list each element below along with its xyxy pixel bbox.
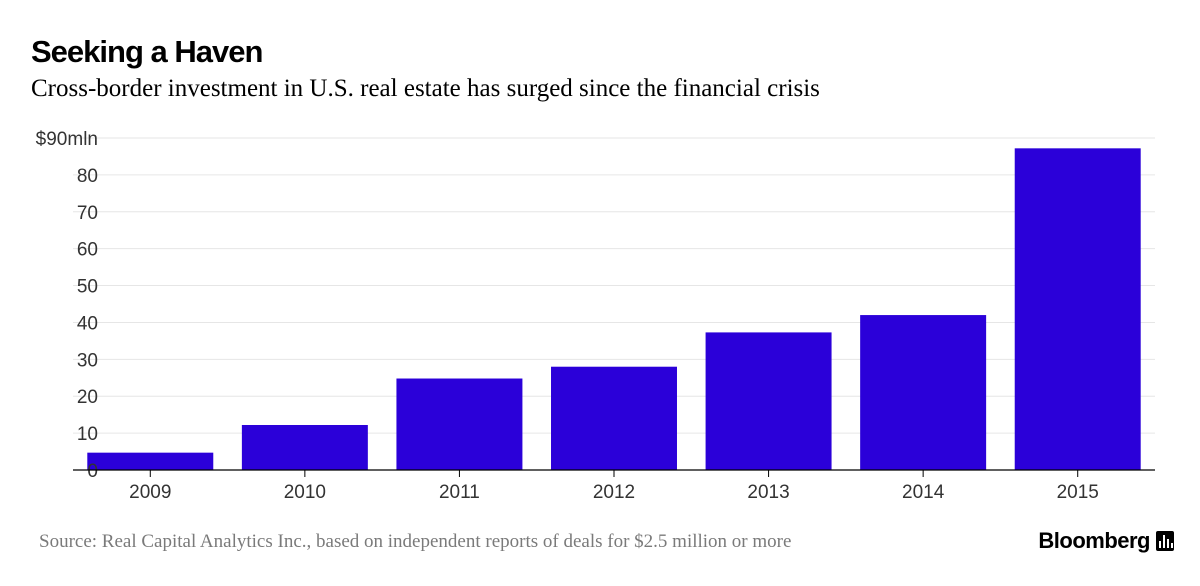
y-tick-label: 10 <box>77 424 98 445</box>
axes: 0 10 20 30 40 50 60 70 80 $90mln 2009 2010 2011 2012 2… <box>36 129 1155 503</box>
source-note: Source: Real Capital Analytics Inc., bas… <box>39 531 792 552</box>
chart-title: Seeking a Haven <box>31 34 263 69</box>
bar <box>87 452 214 470</box>
y-tick-label: 0 <box>87 461 98 482</box>
y-tick-label: 50 <box>77 277 98 298</box>
bar <box>1014 148 1141 470</box>
x-tick-label: 2010 <box>284 482 326 503</box>
x-tick-label: 2014 <box>902 482 945 503</box>
bar <box>551 366 677 470</box>
brand-name: Bloomberg <box>1038 528 1150 553</box>
y-tick-label: 30 <box>77 350 98 371</box>
bloomberg-chart-icon <box>1156 531 1174 551</box>
x-tick-label: 2012 <box>593 482 635 503</box>
y-tick-label: $90mln <box>36 129 98 150</box>
y-tick-label: 70 <box>77 203 98 224</box>
bloomberg-logo: Bloomberg <box>1038 528 1174 554</box>
y-tick-label: 80 <box>77 166 98 187</box>
x-tick-label: 2011 <box>439 482 480 503</box>
chart-subtitle: Cross-border investment in U.S. real est… <box>31 75 820 102</box>
y-tick-label: 20 <box>77 387 98 408</box>
x-tick-label: 2009 <box>129 482 171 503</box>
bar <box>396 378 523 470</box>
bar <box>705 332 832 470</box>
bars <box>87 148 1141 470</box>
bar <box>241 424 368 470</box>
bar <box>860 315 987 470</box>
x-tick-label: 2013 <box>747 482 789 503</box>
x-tick-label: 2015 <box>1057 482 1099 503</box>
y-tick-label: 60 <box>77 240 98 261</box>
y-tick-label: 40 <box>77 313 98 334</box>
